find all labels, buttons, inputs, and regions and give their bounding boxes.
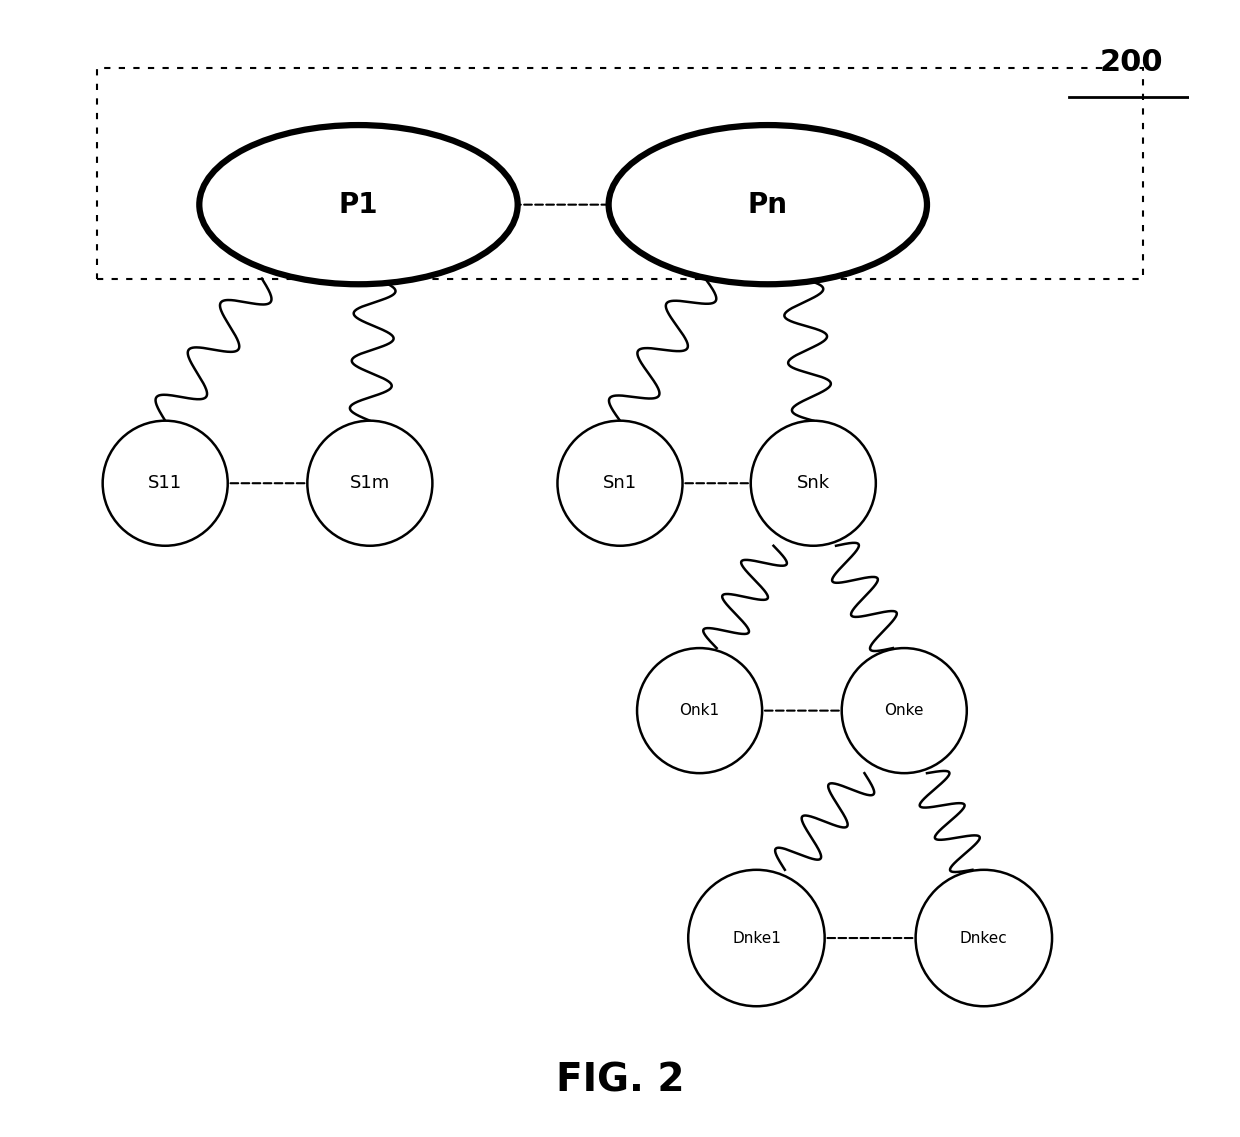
Text: S11: S11 [148,474,182,492]
Text: Onke: Onke [884,703,924,719]
Circle shape [915,870,1052,1006]
Ellipse shape [200,125,517,284]
Text: Pn: Pn [748,191,787,218]
Text: Sn1: Sn1 [603,474,637,492]
Circle shape [750,421,875,546]
Text: Dnke1: Dnke1 [732,930,781,946]
Text: S1m: S1m [350,474,391,492]
Circle shape [558,421,682,546]
Text: Snk: Snk [797,474,830,492]
Text: 200: 200 [1100,48,1163,77]
Circle shape [688,870,825,1006]
Circle shape [308,421,433,546]
Text: Onk1: Onk1 [680,703,719,719]
Circle shape [842,648,967,773]
Text: Dnkec: Dnkec [960,930,1008,946]
Circle shape [103,421,228,546]
Text: FIG. 2: FIG. 2 [556,1061,684,1099]
Ellipse shape [609,125,928,284]
Circle shape [637,648,763,773]
Text: P1: P1 [339,191,378,218]
